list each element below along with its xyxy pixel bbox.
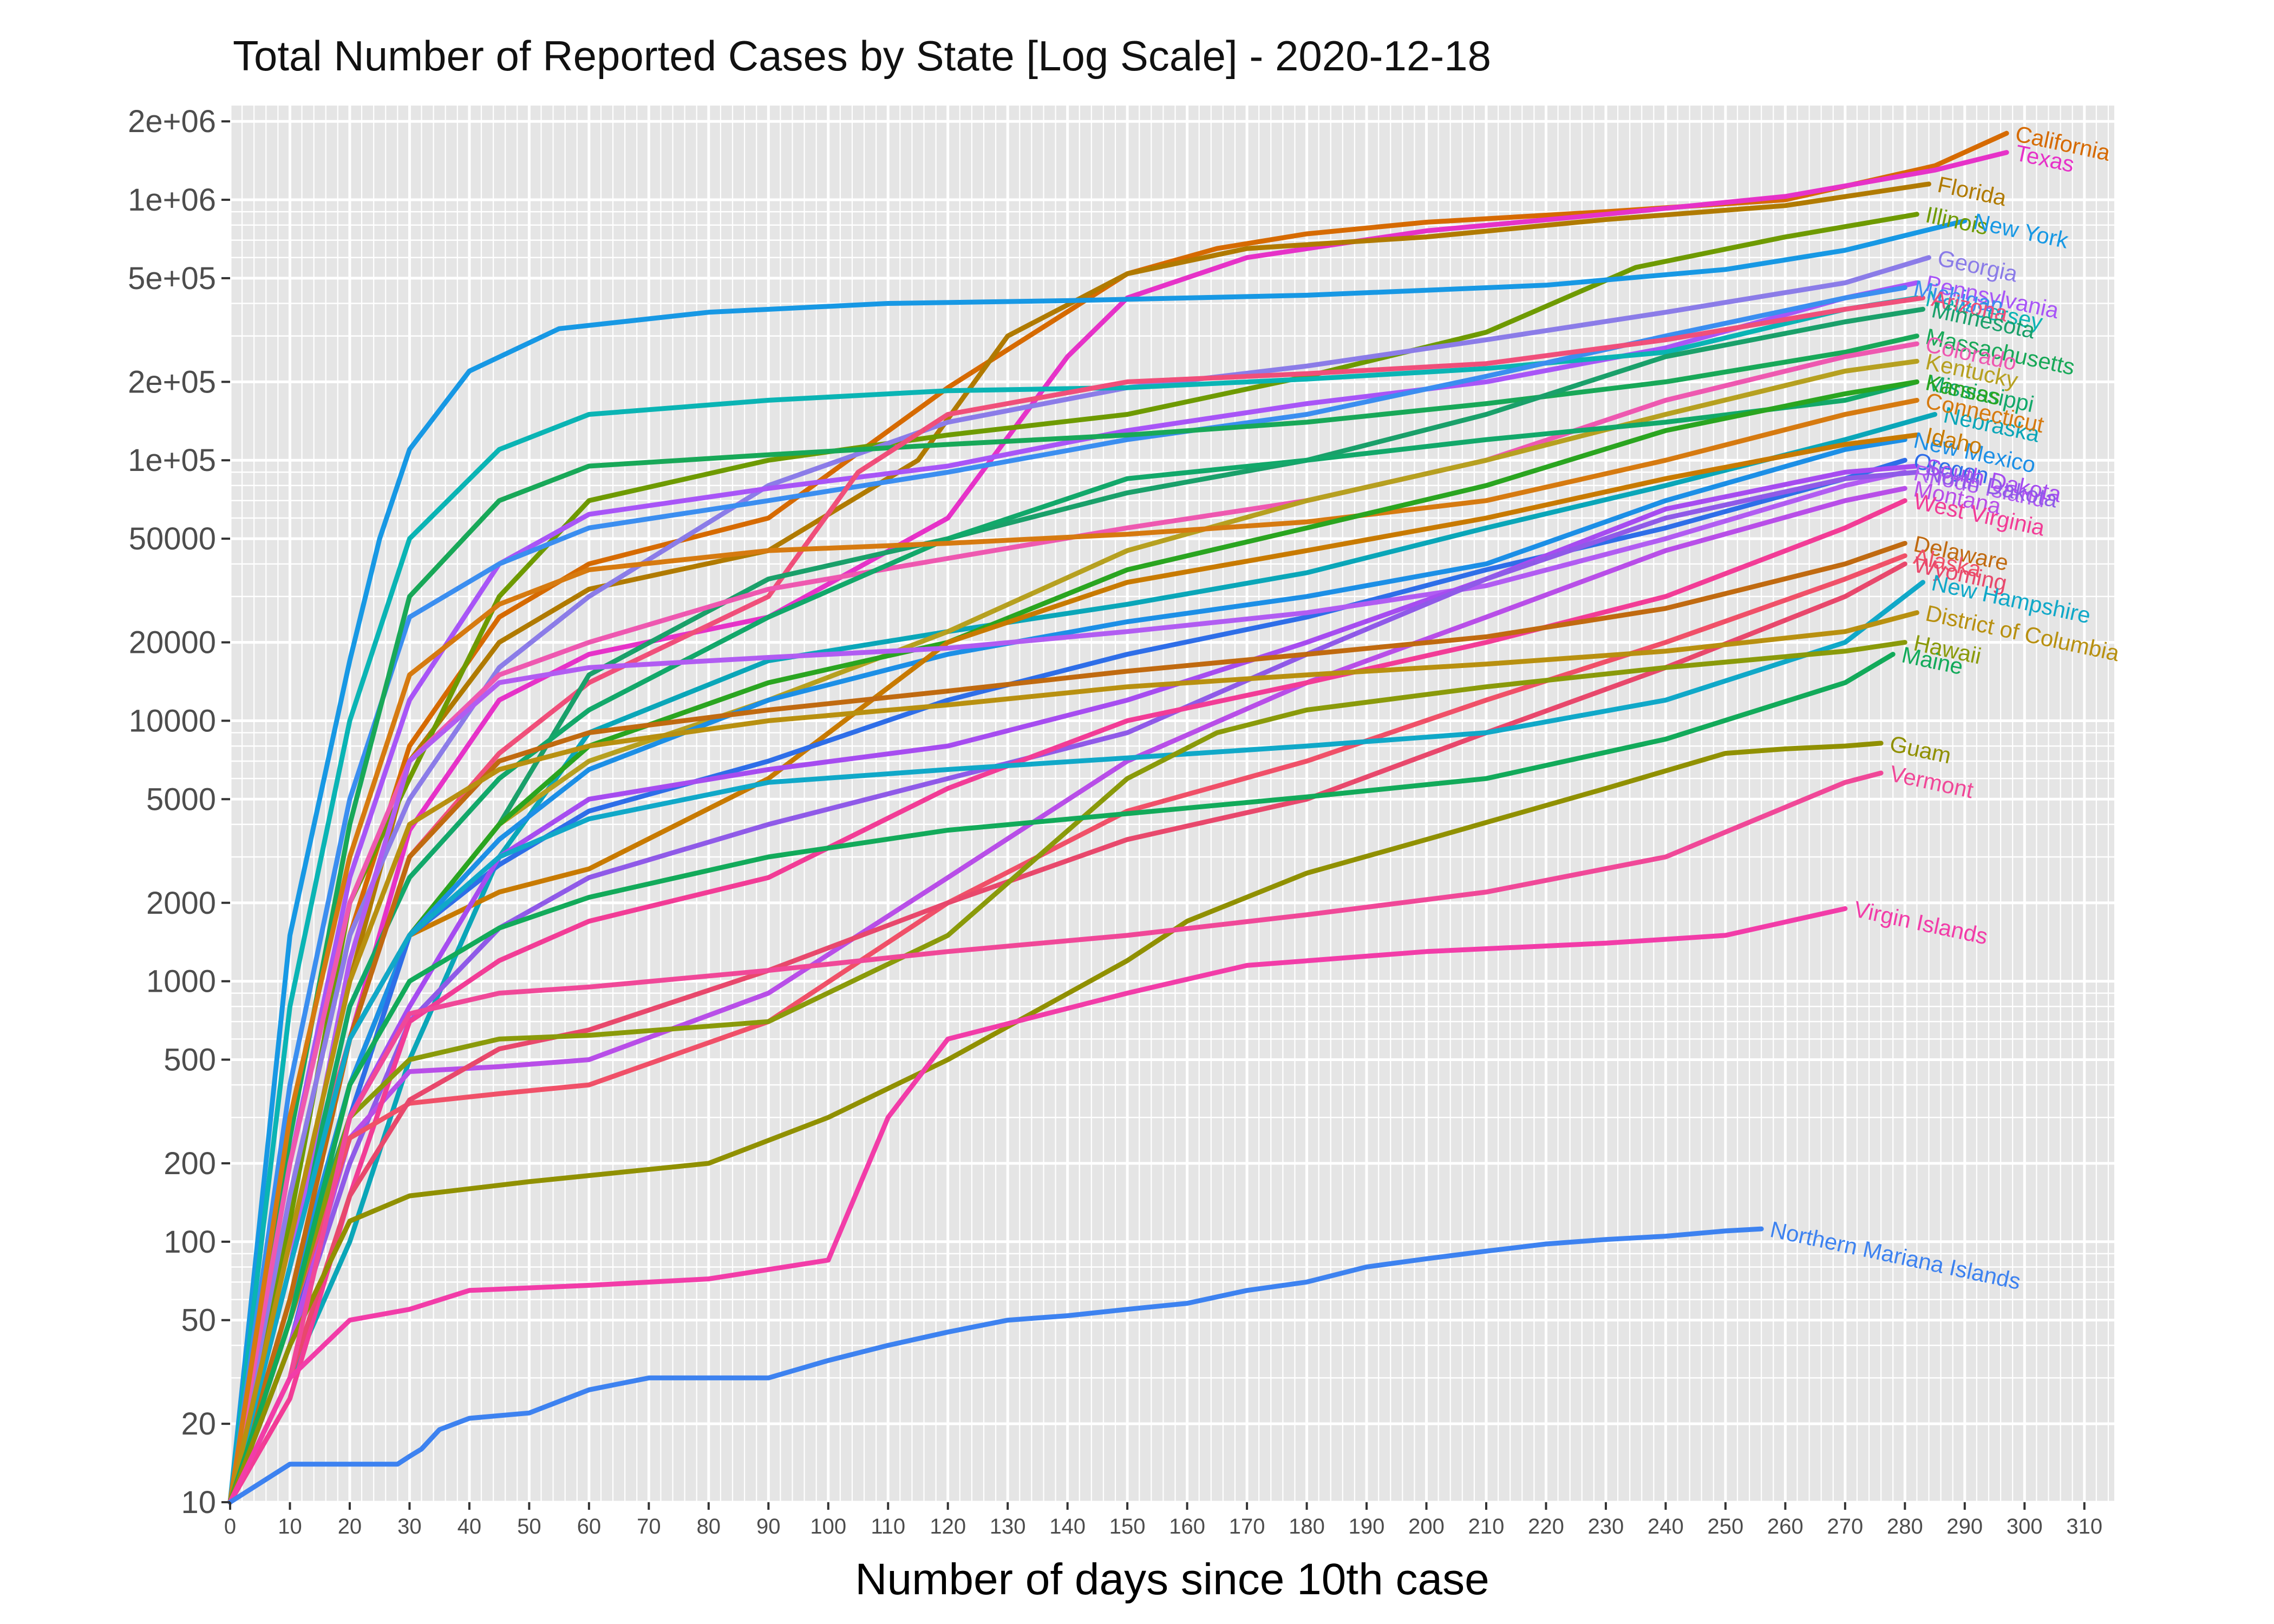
series-line-maine: [227, 652, 1896, 1505]
y-tick-label: 5000: [146, 782, 216, 817]
x-tick-label: 120: [930, 1515, 966, 1538]
x-axis-title: Number of days since 10th case: [855, 1555, 1489, 1604]
series-line-colorado: [227, 341, 1919, 1505]
x-tick-label: 40: [458, 1515, 482, 1538]
y-tick-label: 10: [181, 1485, 216, 1520]
x-tick-label: 240: [1648, 1515, 1684, 1538]
y-tick-label: 500: [164, 1042, 216, 1077]
x-tick-label: 110: [871, 1515, 905, 1538]
series-line-new-york: [227, 218, 1968, 1505]
x-tick-label: 30: [397, 1515, 422, 1538]
y-tick-label: 50000: [129, 521, 216, 556]
y-tick-label: 10000: [129, 703, 216, 738]
x-tick-label: 140: [1049, 1515, 1086, 1538]
series-line-rhode-island: [227, 469, 1907, 1505]
series-line-north-dakota: [227, 469, 1919, 1505]
x-tick-label: 200: [1408, 1515, 1445, 1538]
x-tick-label: 90: [756, 1515, 781, 1538]
x-tick-label: 270: [1827, 1515, 1863, 1538]
series-line-virgin-islands: [227, 906, 1848, 1505]
x-tick-label: 190: [1349, 1515, 1385, 1538]
series-line-delaware: [227, 541, 1907, 1505]
series-line-vermont: [227, 770, 1884, 1505]
series-line-northern-mariana-islands: [227, 1226, 1764, 1505]
y-tick-label: 200: [164, 1146, 216, 1181]
series-line-west-virginia: [227, 498, 1907, 1505]
series-line-guam: [227, 741, 1884, 1505]
y-tick-label: 1e+06: [128, 182, 216, 218]
y-tick-label: 1e+05: [128, 443, 216, 478]
x-tick-label: 310: [2066, 1515, 2102, 1538]
x-tick-label: 170: [1229, 1515, 1265, 1538]
x-tick-label: 0: [224, 1515, 236, 1538]
x-tick-label: 60: [577, 1515, 602, 1538]
y-tick-label: 20000: [129, 625, 216, 660]
series-line-wyoming: [227, 561, 1907, 1505]
chart-title: Total Number of Reported Cases by State …: [233, 32, 1491, 80]
x-tick-label: 230: [1588, 1515, 1624, 1538]
x-tick-label: 290: [1946, 1515, 1983, 1538]
y-tick-label: 1000: [146, 964, 216, 999]
series-line-new-jersey: [227, 295, 1919, 1505]
y-tick-label: 2000: [146, 886, 216, 921]
y-tick-label: 5e+05: [128, 261, 216, 296]
x-tick-label: 130: [990, 1515, 1026, 1538]
series-line-district-of-columbia: [227, 610, 1919, 1505]
x-tick-label: 160: [1169, 1515, 1205, 1538]
y-tick-label: 50: [181, 1303, 216, 1338]
y-tick-label: 2e+06: [128, 104, 216, 139]
x-tick-label: 20: [338, 1515, 362, 1538]
series-line-new-hampshire: [227, 580, 1925, 1505]
series-line-mississippi: [227, 379, 1919, 1505]
y-tick-label: 20: [181, 1406, 216, 1442]
x-tick-label: 100: [810, 1515, 846, 1538]
x-tick-label: 150: [1109, 1515, 1146, 1538]
series-line-texas: [227, 150, 2009, 1505]
x-axis: 0 10 20 30 40 50 60 70 80 90 100 110 120 130 140 150 160…: [224, 1502, 2102, 1538]
series-line-new-mexico: [227, 437, 1907, 1505]
x-tick-label: 300: [2007, 1515, 2043, 1538]
series-line-georgia: [227, 255, 1931, 1505]
series-line-massachusetts: [227, 333, 1919, 1505]
y-tick-label: 100: [164, 1224, 216, 1260]
series-line-hawaii: [227, 640, 1907, 1505]
x-tick-label: 80: [697, 1515, 721, 1538]
x-tick-label: 250: [1708, 1515, 1744, 1538]
series-line-connecticut: [227, 397, 1919, 1505]
series-line-florida: [227, 181, 1931, 1505]
x-tick-label: 50: [517, 1515, 541, 1538]
series-line-oregon: [227, 457, 1907, 1505]
x-tick-label: 70: [637, 1515, 661, 1538]
y-axis: 10 20 50 100 200 500 1000 2000 5000 10000 20000 500…: [128, 104, 230, 1520]
x-tick-label: 180: [1289, 1515, 1325, 1538]
x-tick-label: 280: [1887, 1515, 1923, 1538]
x-tick-label: 260: [1767, 1515, 1803, 1538]
series-lines: [227, 130, 2009, 1505]
x-tick-label: 10: [278, 1515, 302, 1538]
x-tick-label: 220: [1528, 1515, 1564, 1538]
series-line-nebraska: [227, 412, 1938, 1505]
y-tick-label: 2e+05: [128, 364, 216, 400]
x-tick-label: 210: [1468, 1515, 1505, 1538]
